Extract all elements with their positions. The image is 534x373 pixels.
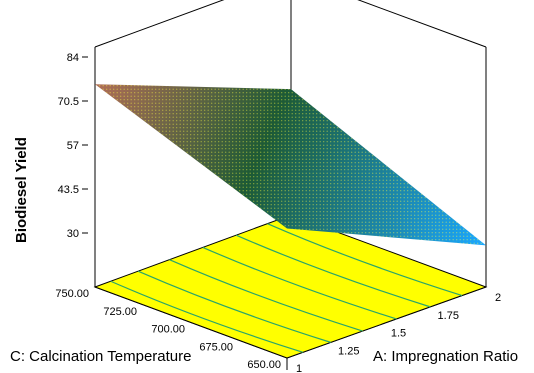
z-tick-label: 30 — [67, 228, 79, 240]
tick-labels: 84 70.5 57 43.5 30 1 1.25 1.5 1.75 2 650.00 675.00 7… — [55, 52, 501, 373]
y-tick-label: 675.00 — [199, 341, 233, 353]
floor-contour — [267, 223, 463, 297]
box-edge-top-right — [357, 0, 487, 48]
y-tick-label: 700.00 — [151, 324, 185, 336]
y-tick-label: 750.00 — [55, 288, 89, 300]
surface-mesh — [95, 84, 486, 246]
y-tick-label: 650.00 — [247, 359, 281, 371]
response-surface — [95, 84, 486, 246]
x-tick-label: 2 — [495, 292, 501, 304]
floor-contour — [202, 246, 397, 320]
y-tick-label: 725.00 — [103, 306, 137, 318]
x-tick-label: 1.75 — [438, 310, 459, 322]
floor-plane — [93, 214, 488, 359]
z-tick-label: 70.5 — [58, 96, 79, 108]
floor-contour — [235, 234, 431, 308]
box-edge-top-back — [94, 0, 225, 48]
floor-fill — [93, 214, 488, 359]
z-tick-label: 84 — [67, 52, 79, 64]
y-axis-title: C: Calcination Temperature — [10, 348, 191, 365]
x-tick-label: 1 — [296, 363, 302, 373]
x-tick-label: 1.5 — [391, 328, 406, 340]
z-axis-title: Biodiesel Yield — [13, 137, 30, 243]
z-tick-label: 57 — [67, 140, 79, 152]
floor-contour — [137, 270, 331, 343]
z-tick-label: 43.5 — [58, 184, 79, 196]
floor-contour — [169, 259, 363, 332]
x-tick-label: 1.25 — [338, 345, 359, 357]
x-axis-title: A: Impregnation Ratio — [373, 348, 518, 365]
floor-contour — [110, 280, 304, 353]
